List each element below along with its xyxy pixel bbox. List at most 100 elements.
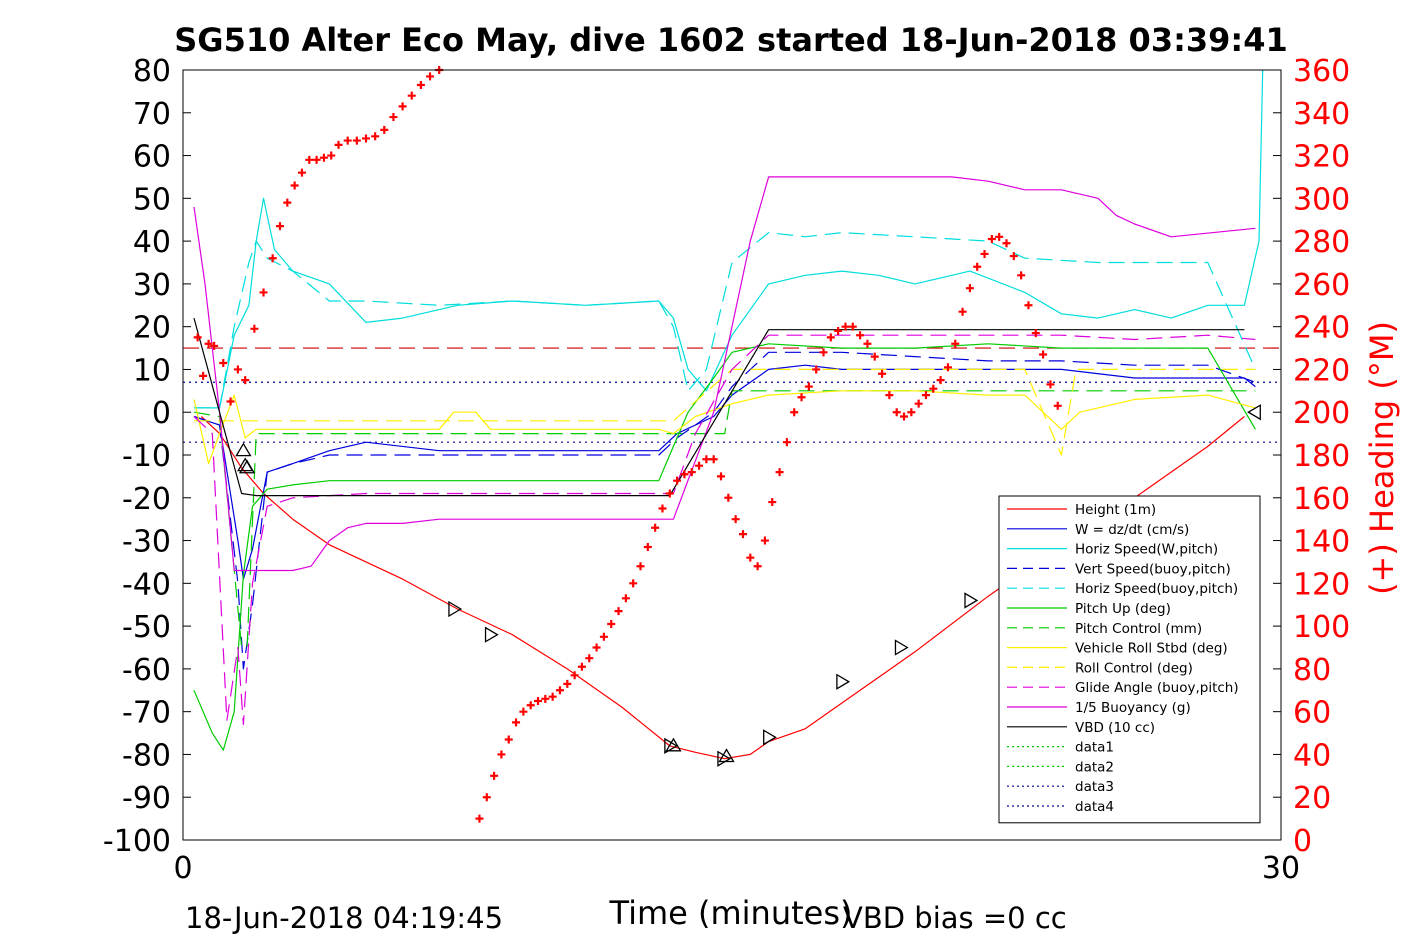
heading-point: [585, 654, 594, 663]
heading-point: [283, 198, 292, 207]
heading-point: [812, 365, 821, 374]
heading-point: [199, 371, 208, 380]
series-line-10: [193, 176, 1256, 572]
heading-point: [687, 468, 696, 477]
y-tick-label: -40: [122, 567, 171, 602]
heading-point: [878, 369, 887, 378]
heading-point: [1053, 401, 1062, 410]
legend: Height (1m) W = dz/dt (cm/s) Horiz Speed(W…: [998, 495, 1261, 824]
series-line-4: [194, 232, 1256, 409]
heading-point: [936, 376, 945, 385]
heading-point: [680, 470, 689, 479]
heading-point: [921, 391, 930, 400]
heading-point: [658, 504, 667, 513]
y-right-tick-label: 20: [1293, 781, 1331, 816]
legend-entry: data3: [1075, 779, 1114, 795]
heading-point: [848, 322, 857, 331]
heading-point: [958, 307, 967, 316]
triangle-marker: [894, 639, 909, 656]
legend-entry: Vert Speed(buoy,pitch): [1075, 561, 1231, 577]
heading-point: [241, 376, 250, 385]
heading-point: [1039, 350, 1048, 359]
series-line-11: [193, 317, 1245, 497]
heading-point: [1031, 329, 1040, 338]
heading-point: [775, 468, 784, 477]
heading-point: [426, 72, 435, 81]
heading-point: [592, 643, 601, 652]
y-right-tick-label: 300: [1293, 182, 1350, 217]
heading-point: [907, 408, 916, 417]
series-line-1: [193, 364, 1256, 580]
y-tick-label: 50: [133, 182, 171, 217]
y-tick-label: 0: [152, 396, 171, 431]
heading-point: [709, 455, 718, 464]
footer-timestamp: 18-Jun-2018 04:19:45: [185, 901, 503, 935]
heading-point: [914, 399, 923, 408]
y-right-tick-label: 80: [1293, 653, 1331, 688]
heading-point: [555, 686, 564, 695]
y-right-tick-label: 280: [1293, 225, 1350, 260]
y-tick-label: 10: [133, 353, 171, 388]
heading-point: [717, 472, 726, 481]
heading-point: [643, 542, 652, 551]
y-right-tick-label: 360: [1293, 54, 1350, 89]
y-right-tick-label: 180: [1293, 439, 1350, 474]
heading-point: [782, 438, 791, 447]
legend-entry: Horiz Speed(buoy,pitch): [1075, 581, 1238, 597]
heading-point: [380, 125, 389, 134]
heading-point: [834, 326, 843, 335]
heading-point: [790, 408, 799, 417]
heading-point: [841, 322, 850, 331]
y-right-tick-label: 260: [1293, 268, 1350, 303]
y-tick-label: -30: [122, 525, 171, 560]
heading-point: [1024, 301, 1033, 310]
heading-point: [892, 408, 901, 417]
y-tick-label: -50: [122, 610, 171, 645]
y-tick-label: -100: [103, 824, 171, 859]
heading-point: [856, 331, 865, 340]
heading-point: [695, 461, 704, 470]
heading-point: [819, 348, 828, 357]
y-right-tick-label: 100: [1293, 610, 1350, 645]
triangle-marker: [238, 459, 256, 474]
legend-entry: W = dz/dt (cm/s): [1075, 522, 1189, 538]
heading-point: [665, 489, 674, 498]
legend-entry: Vehicle Roll Stbd (deg): [1075, 641, 1228, 657]
triangle-marker: [1247, 404, 1261, 421]
heading-point: [362, 134, 370, 143]
heading-point: [548, 692, 557, 701]
heading-point: [746, 553, 755, 562]
heading-point: [398, 102, 407, 111]
legend-entry: Glide Angle (buoy,pitch): [1075, 680, 1239, 696]
chart-title: SG510 Alter Eco May, dive 1602 started 1…: [174, 21, 1287, 59]
legend-entry: data2: [1075, 759, 1114, 775]
heading-point: [416, 80, 425, 89]
heading-point: [268, 254, 277, 263]
heading-point: [210, 341, 219, 350]
y-tick-label: -20: [122, 482, 171, 517]
y-tick-label: 60: [133, 140, 171, 175]
x-axis: 0 30: [173, 832, 1300, 886]
heading-point: [250, 324, 259, 333]
heading-point: [541, 694, 550, 703]
legend-box: [998, 495, 1261, 824]
series-line-5: [193, 343, 1256, 751]
heading-point: [343, 136, 352, 145]
legend-entry: 1/5 Buoyancy (g): [1075, 700, 1191, 716]
heading-point: [987, 234, 996, 243]
heading-point: [636, 562, 645, 571]
heading-point: [1002, 239, 1011, 248]
heading-point: [497, 750, 506, 759]
heading-point: [563, 679, 572, 688]
y-right-tick-label: 220: [1293, 353, 1350, 388]
left-axis: 80 70 60 50 40 30 20 10 0 -10 -20 -30 -40 -50 -60 -70 -8…: [103, 54, 1281, 859]
y-right-tick-label: 340: [1293, 97, 1350, 132]
heading-point: [731, 515, 740, 524]
legend-entry: VBD (10 cc): [1075, 720, 1155, 736]
heading-point: [973, 262, 982, 271]
heading-point: [943, 363, 952, 372]
triangle-marker: [448, 600, 463, 618]
heading-point: [607, 619, 616, 628]
heading-point: [673, 476, 682, 485]
x-tick-label: 0: [173, 851, 192, 886]
